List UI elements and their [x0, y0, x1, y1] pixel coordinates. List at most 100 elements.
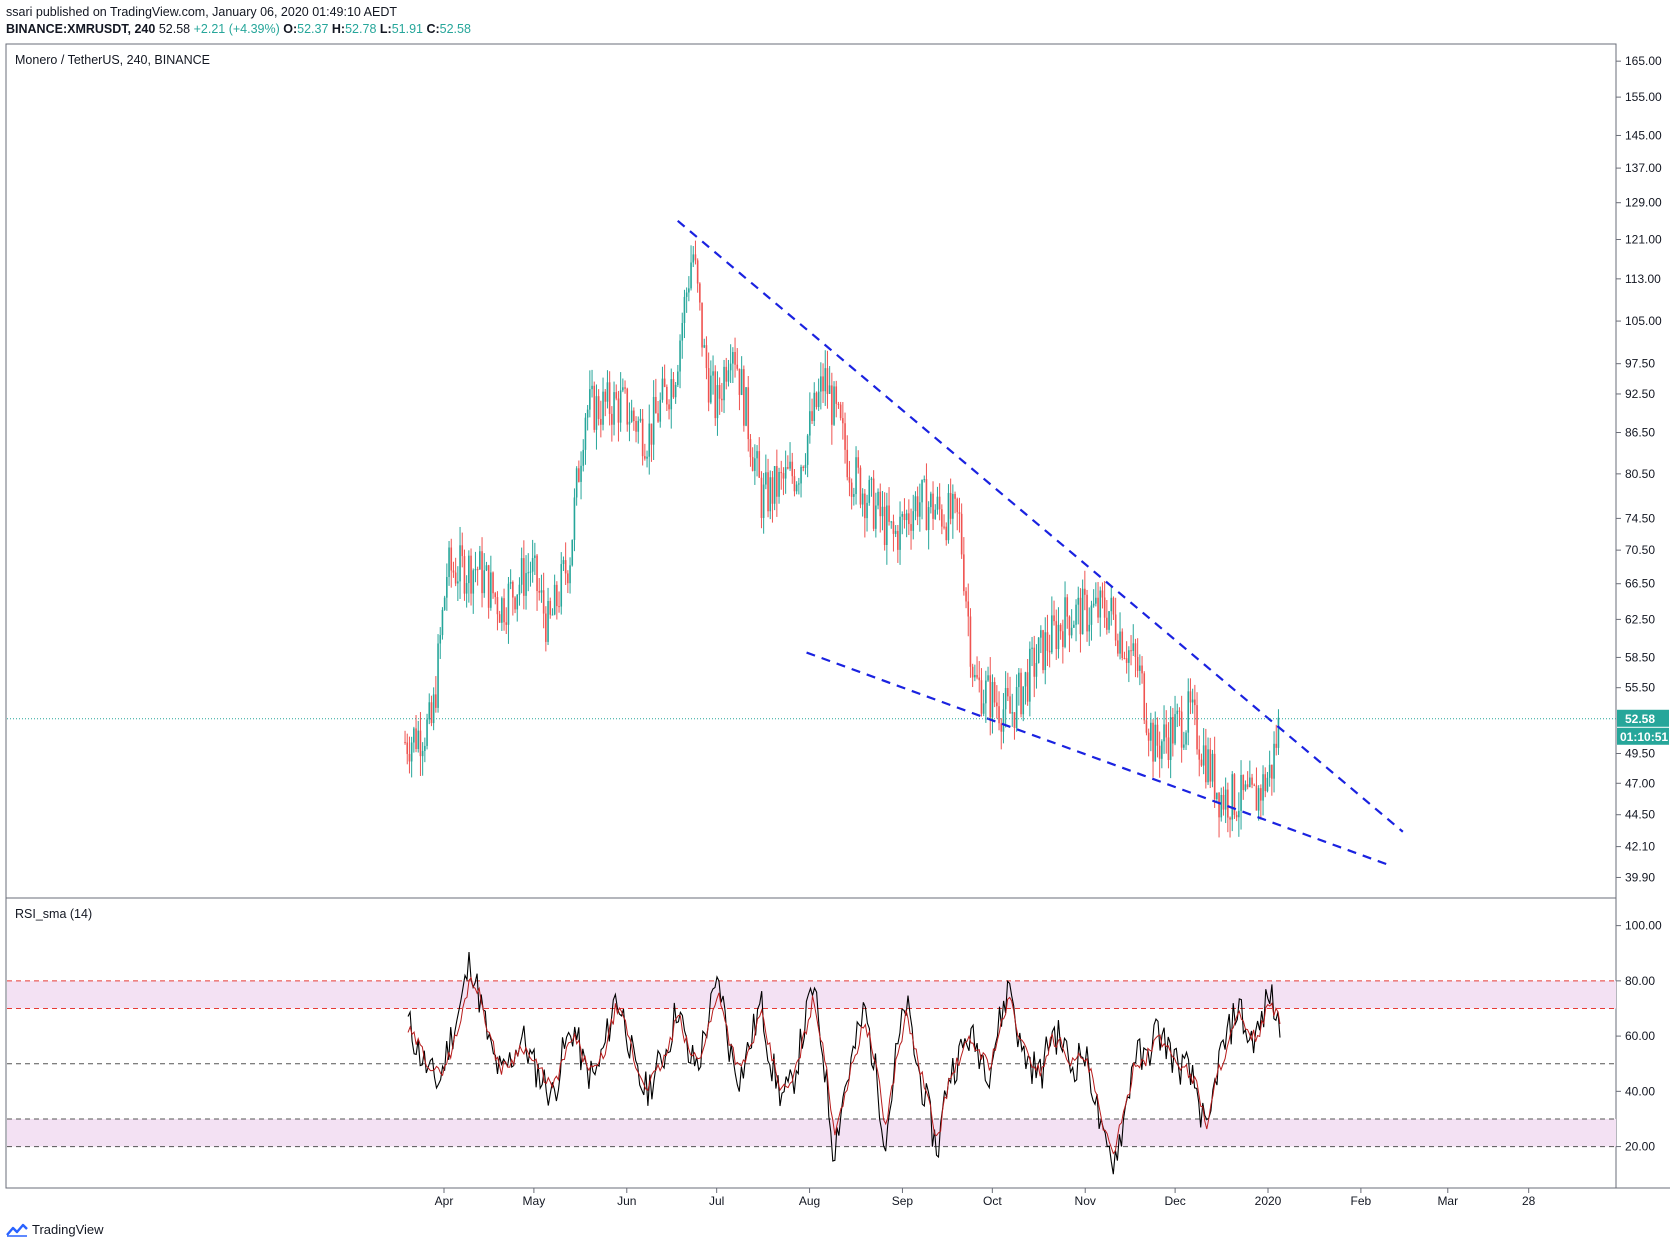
- candle-body: [1145, 720, 1148, 733]
- candle-body: [965, 591, 967, 602]
- candle-body: [857, 457, 860, 468]
- time-axis[interactable]: Apr May Jun Jul Aug Sep Oct Nov Dec 2020 Feb Mar 28: [435, 1188, 1536, 1208]
- candle-body: [1185, 732, 1187, 745]
- candle-body: [1224, 789, 1227, 810]
- candle-body: [580, 465, 582, 482]
- candle-body: [771, 477, 774, 504]
- candle-body: [417, 730, 420, 749]
- candle-body: [490, 572, 492, 608]
- candle-body: [769, 477, 772, 512]
- candle-body: [758, 451, 761, 478]
- candle-body: [617, 398, 620, 423]
- candle-body: [1262, 774, 1264, 801]
- candle-body: [1121, 631, 1124, 658]
- candle-body: [525, 573, 527, 596]
- rsi-tick-label: 40.00: [1625, 1084, 1655, 1098]
- candle-body: [542, 590, 545, 614]
- candle-body: [815, 392, 818, 408]
- candle-body: [512, 581, 514, 598]
- candle-body: [1095, 597, 1097, 604]
- candle-body: [1048, 650, 1051, 653]
- candle-body: [1031, 647, 1033, 649]
- candle-body: [1147, 732, 1150, 741]
- candle-body: [714, 371, 717, 419]
- candle-body: [1125, 658, 1128, 663]
- candle-body: [1086, 594, 1088, 632]
- price-tick-label: 105.00: [1625, 314, 1662, 328]
- candle-body: [1134, 643, 1137, 657]
- candle-body: [1004, 688, 1007, 710]
- candle-body: [844, 423, 846, 450]
- low-value: 51.91: [391, 22, 423, 36]
- price-tick-label: 145.00: [1625, 128, 1662, 142]
- trendline-upper[interactable]: [677, 219, 1404, 833]
- candle-body: [463, 556, 466, 594]
- candle-body: [404, 741, 406, 743]
- candle-body: [848, 477, 851, 483]
- candle-body: [655, 396, 657, 414]
- candle-body: [716, 385, 719, 419]
- rsi-tick-label: 100.00: [1625, 919, 1662, 933]
- candle-body: [1227, 789, 1229, 818]
- candle-body: [694, 254, 697, 261]
- candle-body: [582, 449, 585, 466]
- rsi-lines: [407, 951, 1281, 1175]
- candle-body: [1174, 714, 1176, 744]
- candle-body: [663, 378, 666, 387]
- candle-body: [1189, 691, 1192, 703]
- candle-body: [835, 386, 838, 404]
- price-axis[interactable]: 165.00 155.00 145.00 137.00 129.00 121.00 113.…: [1616, 54, 1662, 884]
- last-price-line: 52.58 01:10:51: [7, 709, 1669, 745]
- candle-body: [776, 466, 778, 497]
- candle-body: [1253, 784, 1256, 786]
- candle-body: [910, 524, 912, 531]
- candle-body: [897, 530, 899, 550]
- candle-body: [762, 484, 765, 518]
- candle-body: [441, 609, 444, 636]
- candle-body: [859, 467, 862, 505]
- trendline-lower[interactable]: [806, 651, 1389, 866]
- candle-body: [457, 581, 459, 584]
- open-label: O:: [283, 22, 298, 36]
- price-tick-label: 58.50: [1625, 650, 1655, 664]
- candle-body: [1180, 711, 1183, 748]
- candle-body: [619, 390, 622, 423]
- symbol-name[interactable]: BINANCE:XMRUSDT, 240: [6, 22, 156, 36]
- candle-body: [666, 386, 668, 405]
- candle-body: [941, 509, 943, 527]
- candle-body: [428, 702, 431, 720]
- low-label: L:: [379, 22, 392, 36]
- candle-body: [729, 363, 732, 371]
- candle-body: [485, 565, 488, 571]
- trendlines[interactable]: [677, 219, 1404, 866]
- candle-body: [1088, 624, 1091, 632]
- candle-body: [1062, 631, 1064, 647]
- candle-body: [745, 387, 747, 426]
- chart-title: Monero / TetherUS, 240, BINANCE: [15, 53, 210, 67]
- candle-body: [921, 480, 923, 503]
- candle-body: [615, 392, 618, 399]
- candle-body: [1275, 743, 1278, 748]
- candle-body: [1106, 617, 1108, 630]
- candle-body: [1057, 624, 1060, 650]
- rsi-axis[interactable]: 100.00 80.00 60.00 40.00 20.00: [1616, 919, 1662, 1154]
- candles: [404, 240, 1280, 838]
- candle-body: [894, 530, 897, 534]
- ohlc-legend: BINANCE:XMRUSDT, 240 52.58 +2.21 (+4.39%…: [6, 22, 471, 36]
- price-change: +2.21 (+4.39%): [193, 22, 280, 36]
- candle-body: [465, 583, 468, 594]
- rsi-tick-label: 80.00: [1625, 974, 1655, 988]
- candle-body: [1183, 744, 1185, 748]
- price-pane[interactable]: [5, 43, 1617, 899]
- price-tick-label: 80.50: [1625, 467, 1655, 481]
- candle-body: [683, 296, 686, 323]
- rsi-tick-label: 60.00: [1625, 1029, 1655, 1043]
- candle-body: [641, 418, 644, 457]
- candle-body: [912, 511, 915, 531]
- candle-body: [1207, 749, 1209, 783]
- candle-body: [597, 396, 600, 419]
- candle-body: [870, 478, 873, 480]
- tradingview-logo[interactable]: TradingView: [6, 1222, 104, 1237]
- candle-body: [853, 494, 855, 497]
